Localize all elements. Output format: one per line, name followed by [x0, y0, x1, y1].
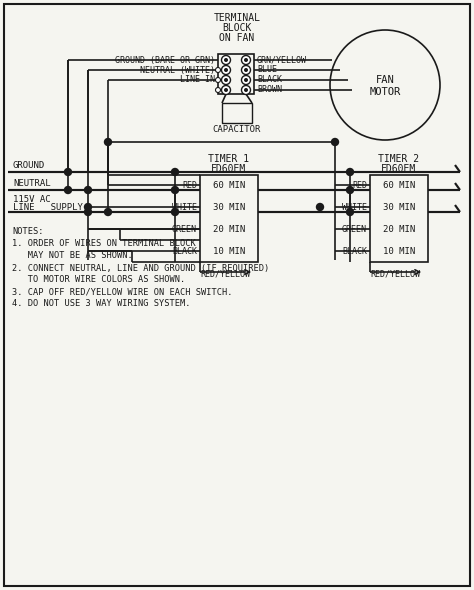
Circle shape — [346, 208, 354, 215]
Circle shape — [244, 88, 248, 92]
Circle shape — [84, 186, 91, 194]
Circle shape — [216, 87, 220, 93]
Text: 1. ORDER OF WIRES ON TERMINAL BLOCK: 1. ORDER OF WIRES ON TERMINAL BLOCK — [12, 240, 196, 248]
Text: LINE IN: LINE IN — [180, 76, 215, 84]
Circle shape — [244, 68, 248, 72]
Circle shape — [224, 88, 228, 92]
Circle shape — [241, 65, 250, 74]
Text: 20 MIN: 20 MIN — [213, 225, 245, 234]
Text: 60 MIN: 60 MIN — [383, 181, 415, 189]
Circle shape — [84, 208, 91, 215]
Text: FD60EM: FD60EM — [382, 164, 417, 174]
Text: 30 MIN: 30 MIN — [383, 202, 415, 211]
Circle shape — [241, 86, 250, 94]
Text: BLACK: BLACK — [257, 76, 282, 84]
Circle shape — [346, 169, 354, 175]
Circle shape — [331, 139, 338, 146]
Circle shape — [244, 78, 248, 82]
Circle shape — [84, 204, 91, 211]
Bar — [200, 175, 258, 262]
Text: GRN/YELLOW: GRN/YELLOW — [257, 55, 307, 64]
Circle shape — [172, 169, 179, 175]
Circle shape — [104, 208, 111, 215]
Text: GROUND (BARE OR GRN): GROUND (BARE OR GRN) — [115, 55, 215, 64]
Circle shape — [104, 139, 111, 146]
Text: CAPACITOR: CAPACITOR — [213, 126, 261, 135]
Text: LINE   SUPPLY: LINE SUPPLY — [13, 204, 83, 212]
Text: WHITE: WHITE — [342, 202, 367, 211]
Text: MAY NOT BE AS SHOWN.: MAY NOT BE AS SHOWN. — [12, 251, 133, 261]
Text: FAN: FAN — [375, 75, 394, 85]
Circle shape — [216, 77, 220, 83]
Circle shape — [241, 76, 250, 84]
Circle shape — [241, 55, 250, 64]
Text: 115V AC: 115V AC — [13, 195, 51, 205]
Circle shape — [317, 204, 323, 211]
Text: 10 MIN: 10 MIN — [213, 247, 245, 255]
Circle shape — [244, 58, 248, 62]
Text: 30 MIN: 30 MIN — [213, 202, 245, 211]
Circle shape — [221, 65, 230, 74]
Text: GREEN: GREEN — [172, 225, 197, 234]
Text: TIMER 2: TIMER 2 — [378, 154, 419, 164]
Text: 60 MIN: 60 MIN — [213, 181, 245, 189]
Circle shape — [221, 76, 230, 84]
Text: 2. CONNECT NEUTRAL, LINE AND GROUND (IF REQUIRED): 2. CONNECT NEUTRAL, LINE AND GROUND (IF … — [12, 264, 269, 273]
Circle shape — [224, 78, 228, 82]
Circle shape — [221, 86, 230, 94]
Circle shape — [216, 67, 220, 73]
Circle shape — [172, 186, 179, 194]
Circle shape — [221, 55, 230, 64]
Bar — [218, 54, 254, 94]
Text: BLUE: BLUE — [257, 65, 277, 74]
Circle shape — [346, 186, 354, 194]
Text: TIMER 1: TIMER 1 — [209, 154, 250, 164]
Circle shape — [224, 58, 228, 62]
Text: 4. DO NOT USE 3 WAY WIRING SYSTEM.: 4. DO NOT USE 3 WAY WIRING SYSTEM. — [12, 300, 191, 309]
Text: RED: RED — [182, 181, 197, 189]
Text: 20 MIN: 20 MIN — [383, 225, 415, 234]
Text: RED: RED — [352, 181, 367, 189]
Bar — [222, 103, 252, 123]
Text: NEUTRAL (WHITE): NEUTRAL (WHITE) — [140, 65, 215, 74]
Text: NOTES:: NOTES: — [12, 228, 44, 237]
Text: GREEN: GREEN — [342, 225, 367, 234]
Text: 3. CAP OFF RED/YELLOW WIRE ON EACH SWITCH.: 3. CAP OFF RED/YELLOW WIRE ON EACH SWITC… — [12, 287, 233, 297]
Text: BLOCK: BLOCK — [222, 23, 252, 33]
Text: BLACK: BLACK — [342, 247, 367, 255]
Text: FD60EM: FD60EM — [211, 164, 246, 174]
Text: 10 MIN: 10 MIN — [383, 247, 415, 255]
Text: WHITE: WHITE — [172, 202, 197, 211]
Circle shape — [172, 208, 179, 215]
Text: TERMINAL: TERMINAL — [213, 13, 261, 23]
Text: BROWN: BROWN — [257, 86, 282, 94]
Bar — [370, 175, 428, 262]
Circle shape — [224, 68, 228, 72]
Text: RED/YELLOW: RED/YELLOW — [370, 270, 420, 278]
Circle shape — [64, 186, 72, 194]
Circle shape — [330, 30, 440, 140]
Text: BLACK: BLACK — [172, 247, 197, 255]
Text: ON FAN: ON FAN — [219, 33, 255, 43]
Text: GROUND: GROUND — [13, 160, 45, 169]
Text: RED/YELLOW: RED/YELLOW — [200, 270, 250, 278]
Text: MOTOR: MOTOR — [369, 87, 401, 97]
Text: TO MOTOR WIRE COLORS AS SHOWN.: TO MOTOR WIRE COLORS AS SHOWN. — [12, 276, 185, 284]
Text: NEUTRAL: NEUTRAL — [13, 179, 51, 188]
Circle shape — [64, 169, 72, 175]
